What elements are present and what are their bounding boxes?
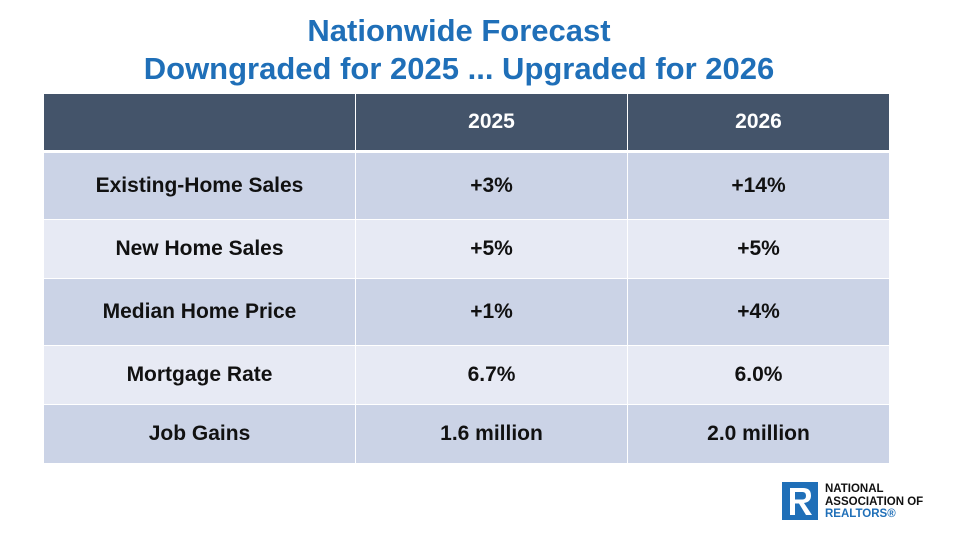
table-row: Mortgage Rate 6.7% 6.0%	[43, 345, 890, 405]
page-title: Nationwide Forecast Downgraded for 2025 …	[0, 12, 918, 88]
value-2026: 6.0%	[627, 345, 890, 405]
header-empty	[43, 94, 356, 153]
header-2025: 2025	[355, 94, 628, 153]
title-line-2: Downgraded for 2025 ... Upgraded for 202…	[143, 51, 775, 86]
nar-logo: NATIONAL ASSOCIATION OF REALTORS®	[782, 482, 952, 524]
logo-line-3: REALTORS®	[825, 508, 896, 520]
value-2026: +4%	[627, 278, 890, 346]
table-row: Existing-Home Sales +3% +14%	[43, 151, 890, 220]
value-2025: +3%	[355, 151, 628, 220]
value-2026: +5%	[627, 219, 890, 279]
value-2025: +1%	[355, 278, 628, 346]
table-row: Median Home Price +1% +4%	[43, 278, 890, 346]
row-label: Existing-Home Sales	[43, 151, 356, 220]
row-label: Mortgage Rate	[43, 345, 356, 405]
value-2026: 2.0 million	[627, 404, 890, 464]
logo-text: NATIONAL ASSOCIATION OF REALTORS®	[825, 483, 923, 521]
header-row: 2025 2026	[43, 94, 890, 153]
value-2025: +5%	[355, 219, 628, 279]
title-line-1: Nationwide Forecast	[307, 13, 611, 48]
table-row: New Home Sales +5% +5%	[43, 219, 890, 279]
row-label: Job Gains	[43, 404, 356, 464]
header-2026: 2026	[627, 94, 890, 153]
realtor-r-icon	[782, 482, 818, 520]
value-2026: +14%	[627, 151, 890, 220]
table-row: Job Gains 1.6 million 2.0 million	[43, 404, 890, 464]
logo-line-2: ASSOCIATION OF	[825, 495, 924, 508]
value-2025: 1.6 million	[355, 404, 628, 464]
row-label: New Home Sales	[43, 219, 356, 279]
logo-line-1: NATIONAL	[825, 483, 884, 495]
row-label: Median Home Price	[43, 278, 356, 346]
value-2025: 6.7%	[355, 345, 628, 405]
forecast-table: 2025 2026 Existing-Home Sales +3% +14% N…	[43, 94, 890, 464]
